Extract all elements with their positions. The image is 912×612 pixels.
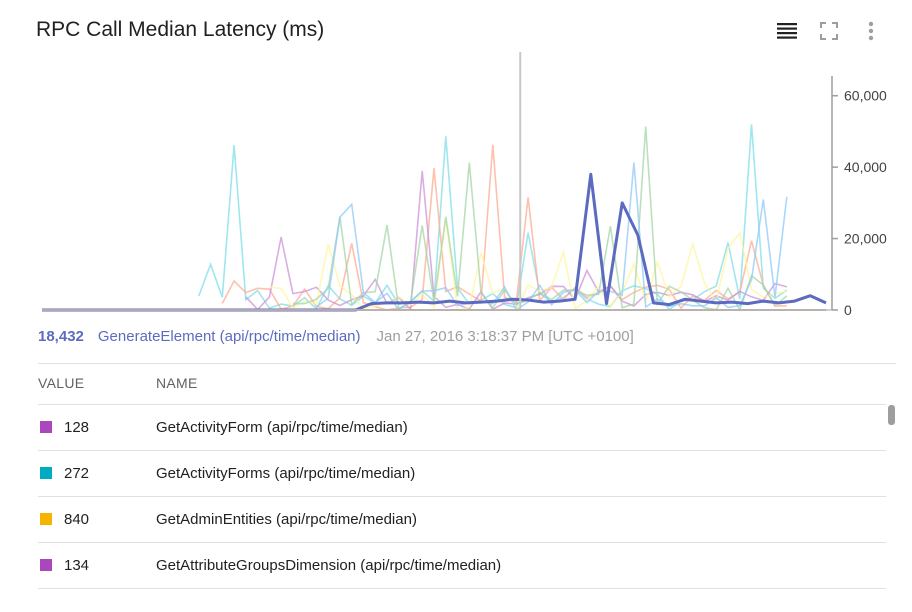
header-value[interactable]: VALUE [38, 375, 85, 391]
y-tick-label: 60,000 [844, 88, 887, 104]
readout-series-name: GenerateElement (api/rpc/time/median) [97, 328, 361, 345]
row-value: 128 [64, 419, 90, 436]
series-color-swatch [40, 421, 52, 433]
table-row[interactable]: 840 GetAdminEntities (api/rpc/time/media… [38, 497, 886, 543]
row-name: GetAdminEntities (api/rpc/time/median) [156, 511, 417, 528]
header-name[interactable]: NAME [156, 375, 198, 391]
background-series-4 [269, 218, 787, 312]
table-row[interactable]: 134 GetAttributeGroupsDimension (api/rpc… [38, 543, 886, 589]
y-tick-label: 0 [844, 302, 852, 318]
more-vert-icon[interactable] [860, 20, 882, 42]
table-row[interactable]: 128 GetActivityForm (api/rpc/time/median… [38, 405, 886, 451]
legend-list-icon[interactable] [776, 20, 798, 42]
legend-scrollbar[interactable] [886, 405, 896, 605]
row-value: 134 [64, 557, 90, 574]
y-tick-label: 40,000 [844, 159, 887, 175]
header-divider [38, 404, 886, 405]
row-name: GetAttributeGroupsDimension (api/rpc/tim… [156, 557, 502, 574]
section-divider [38, 363, 896, 364]
series-color-swatch [40, 559, 52, 571]
y-tick-label: 20,000 [844, 231, 887, 247]
row-name: GetActivityForm (api/rpc/time/median) [156, 419, 408, 436]
background-series-2 [221, 144, 787, 311]
readout-timestamp: Jan 27, 2016 3:18:37 PM [UTC +0100] [376, 328, 634, 345]
series-color-swatch [40, 467, 52, 479]
row-name: GetActivityForms (api/rpc/time/median) [156, 465, 416, 482]
chart-toolbar [776, 20, 882, 42]
row-value: 840 [64, 511, 90, 528]
row-value: 272 [64, 465, 90, 482]
legend-table-body: 128 GetActivityForm (api/rpc/time/median… [38, 405, 886, 589]
scrollbar-thumb[interactable] [888, 405, 895, 425]
series-color-swatch [40, 513, 52, 525]
hover-readout: 18,432 GenerateElement (api/rpc/time/med… [38, 328, 634, 345]
fullscreen-icon[interactable] [818, 20, 840, 42]
y-axis: 0 20,000 40,000 60,000 [831, 76, 887, 318]
background-series-lines [198, 124, 788, 312]
chart-title: RPC Call Median Latency (ms) [36, 18, 325, 41]
background-series-5 [292, 126, 788, 312]
readout-value: 18,432 [38, 328, 84, 345]
table-row[interactable]: 272 GetActivityForms (api/rpc/time/media… [38, 451, 886, 497]
latency-line-chart[interactable]: 0 20,000 40,000 60,000 [0, 50, 912, 322]
